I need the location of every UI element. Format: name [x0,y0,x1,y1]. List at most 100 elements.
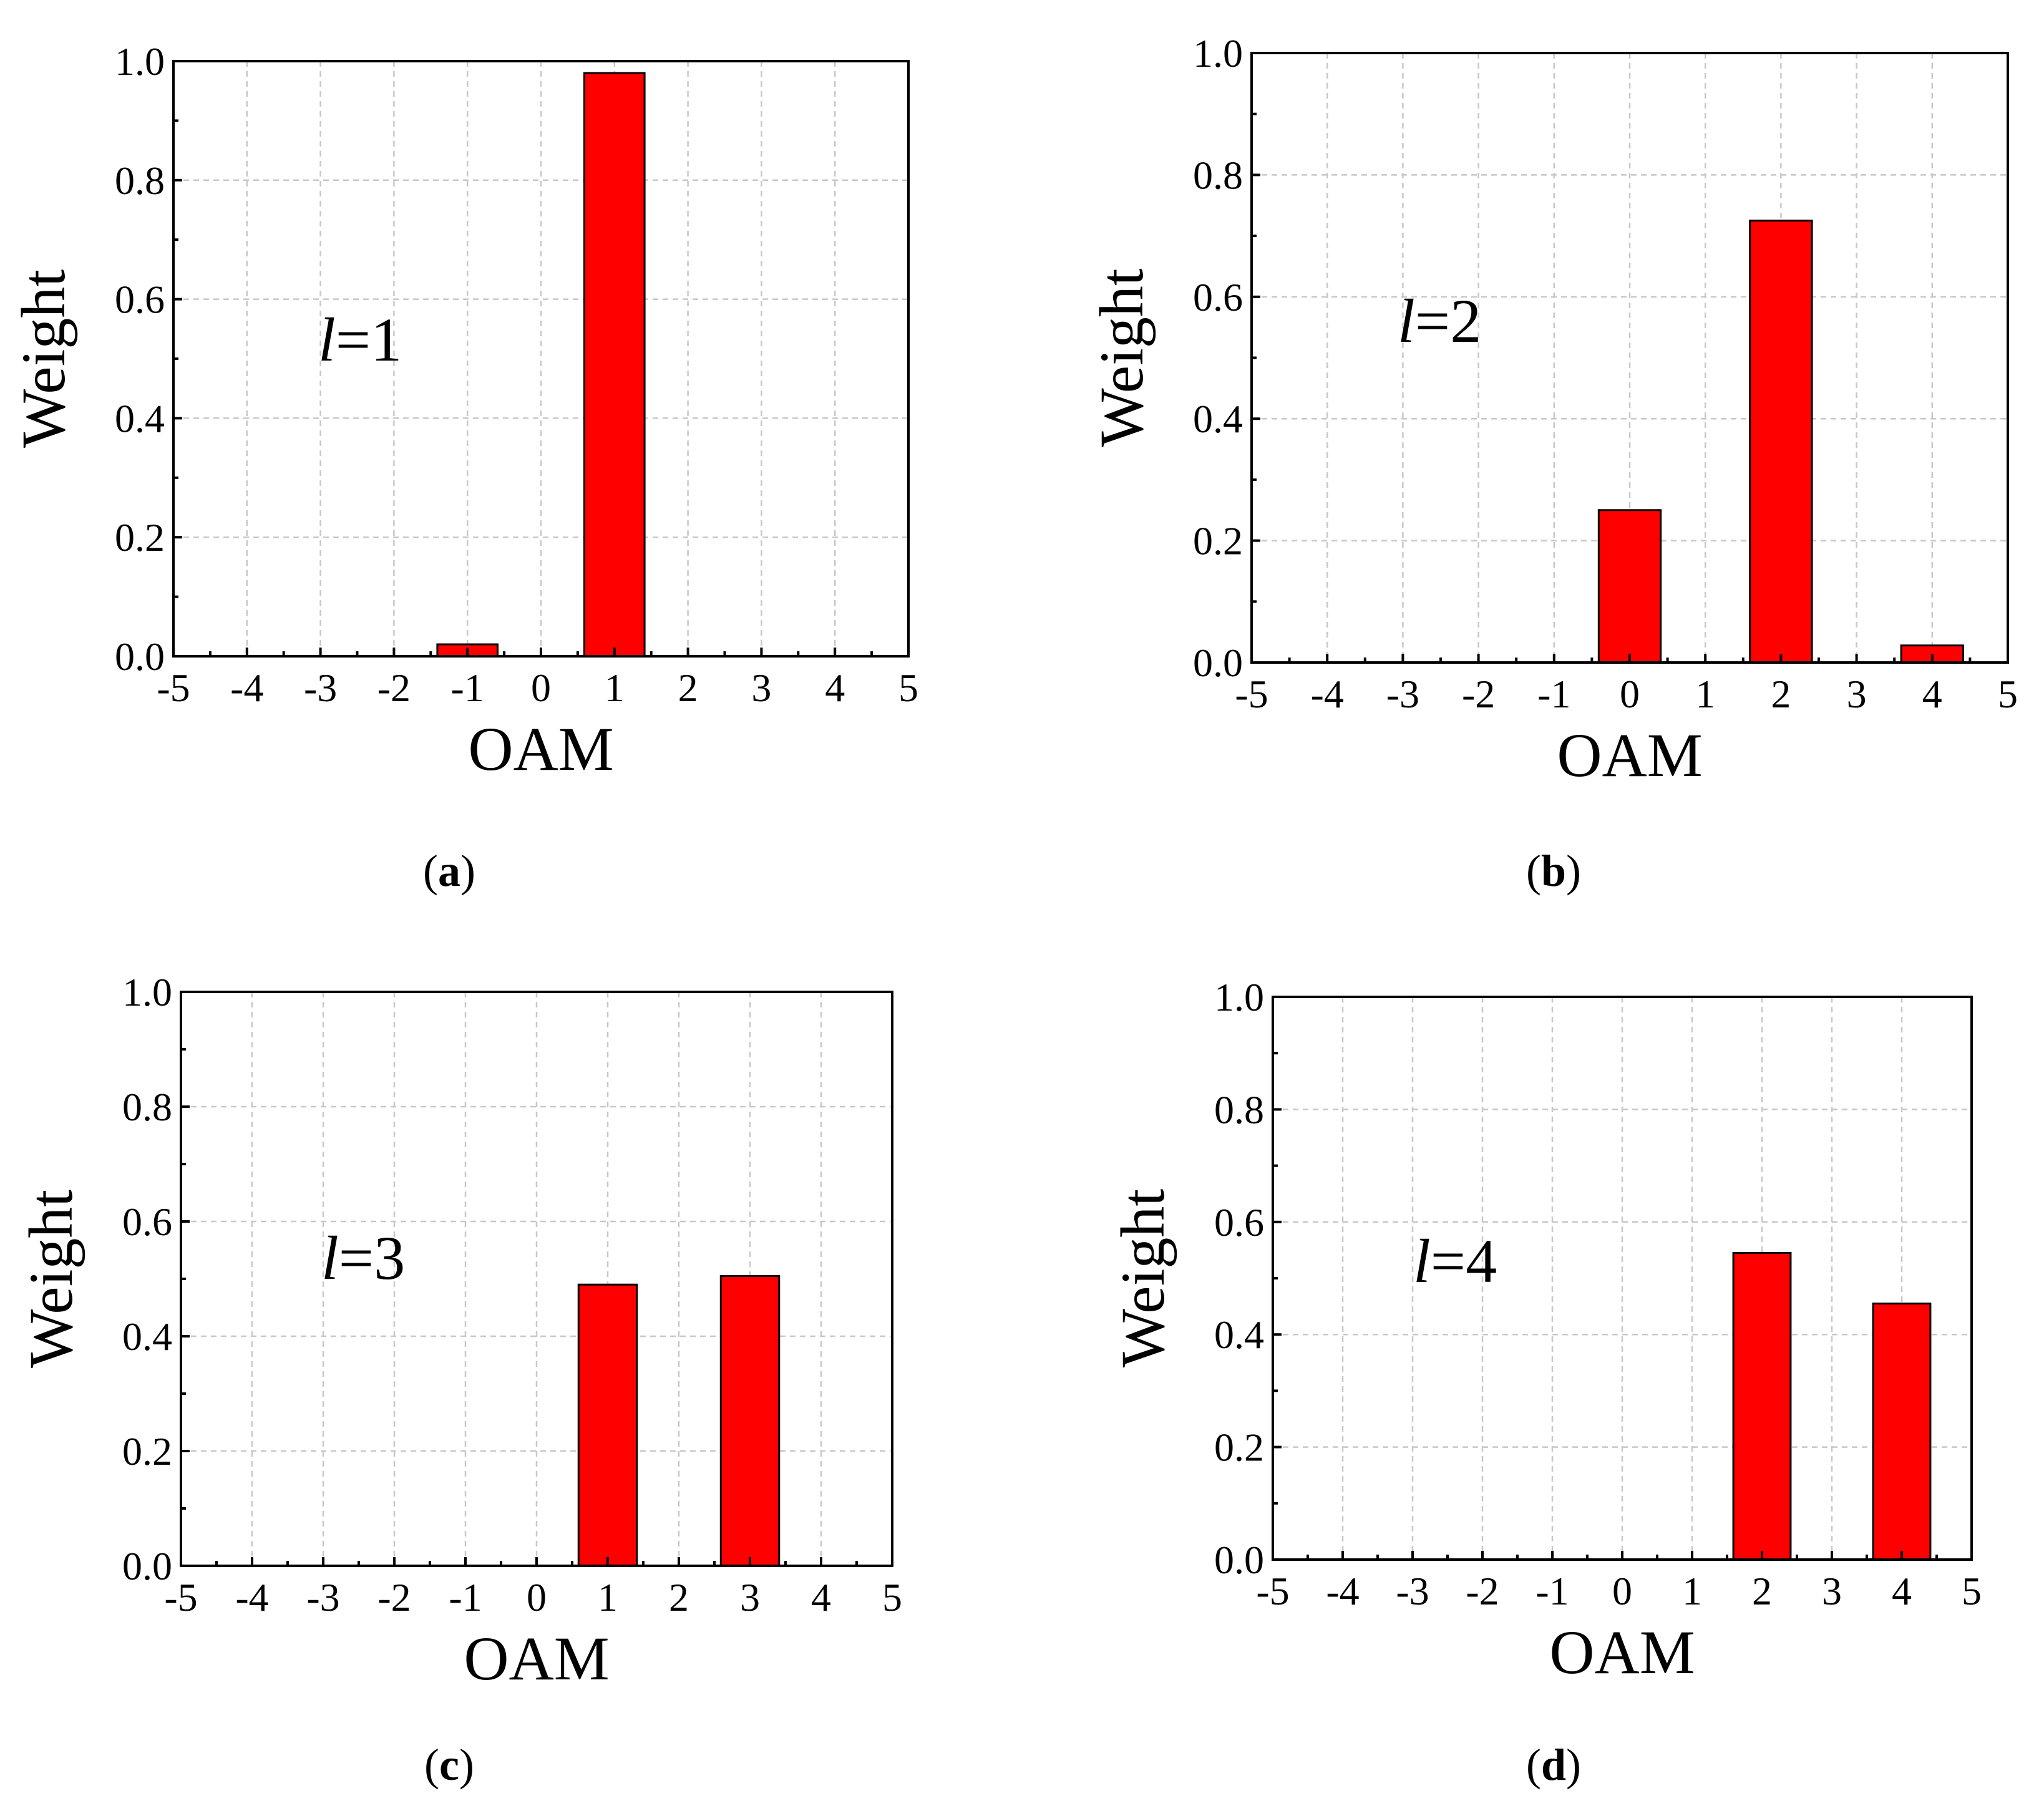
y-tick-label: 0.2 [122,1429,172,1473]
mode-value: =1 [336,305,402,374]
x-tick-label: -3 [1396,1569,1429,1613]
x-tick-label: 3 [1847,672,1867,716]
y-axis-label: Weight [16,1190,85,1369]
panel-caption: (c) [424,1740,474,1790]
bar-oam-3 [719,1274,781,1567]
bar-oam-0 [1597,509,1662,664]
x-tick-label: 2 [669,1575,689,1619]
y-axis-label: Weight [1087,268,1156,447]
y-tick-label: 0.4 [1193,397,1243,441]
caption-close-paren: ) [1566,846,1581,896]
x-tick-label: -1 [1535,1569,1569,1613]
grid [173,61,908,656]
mode-value: =2 [1415,286,1481,356]
y-tick-label: 0.6 [115,278,165,322]
x-tick-label: 2 [1752,1569,1772,1613]
mode-variable: l [318,305,336,374]
x-tick-label: 0 [1612,1569,1632,1613]
x-tick-label: 3 [740,1575,760,1619]
y-tick-label: 0.0 [1193,641,1243,685]
caption-close-paren: ) [1566,1740,1581,1790]
y-tick-label: 0.6 [1193,275,1243,319]
x-axis-label: OAM [468,714,613,784]
plot-frame [180,991,893,1567]
y-tick-label: 1.0 [122,970,172,1014]
caption-close-paren: ) [459,1740,474,1790]
x-axis-label: OAM [1549,1618,1695,1687]
x-tick-label: -4 [1311,672,1344,716]
y-tick-label: 0.2 [1193,519,1243,563]
x-tick-label: -4 [1326,1569,1359,1613]
x-tick-label: 4 [1922,672,1942,716]
x-tick-label: 5 [882,1575,902,1619]
x-tick-label: 1 [1682,1569,1702,1613]
panel-caption: (a) [423,846,475,896]
mode-value: =4 [1431,1226,1497,1296]
x-tick-label: -4 [230,666,263,710]
y-tick-label: 1.0 [1193,31,1243,75]
y-tick-label: 1.0 [115,39,165,84]
caption-letter: a [438,846,460,896]
caption-close-paren: ) [460,846,475,896]
caption-open-paren: ( [424,1740,439,1790]
x-tick-label: -1 [1537,672,1570,716]
mode-variable: l [1413,1226,1431,1296]
mode-variable: l [1398,286,1415,356]
x-tick-label: 1 [598,1575,618,1619]
bar-oam-4 [1872,1303,1932,1561]
x-tick-label: 3 [1822,1569,1842,1613]
panel-caption: (b) [1526,846,1581,896]
y-tick-label: 0.2 [1214,1425,1264,1470]
x-tick-label: 4 [811,1575,831,1619]
x-tick-label: 5 [898,666,918,710]
x-tick-label: 5 [1962,1569,1982,1613]
x-tick-label: -3 [1386,672,1419,716]
y-tick-label: 0.4 [122,1314,172,1359]
y-tick-label: 0.8 [122,1085,172,1129]
y-tick-label: 0.0 [115,634,165,679]
grid [1273,997,1972,1560]
y-tick-label: 0.6 [1214,1200,1264,1245]
x-tick-label: -2 [377,666,411,710]
bar-oam-2 [1749,220,1813,664]
caption-open-paren: ( [1526,846,1541,896]
x-tick-label: -3 [304,666,337,710]
x-tick-label: -4 [235,1575,268,1619]
x-axis-label: OAM [464,1624,609,1693]
plot-frame [172,60,910,658]
mode-annotation: l=2 [1398,286,1481,356]
panel-b: -5 -4 -3 -2 -1 0 1 2 3 4 5 0.0 0.2 0.4 0.6 0.8 1.0 OAM Wei… [1087,31,2018,896]
caption-letter: b [1541,846,1566,896]
x-tick-label: 2 [678,666,698,710]
x-tick-label: 0 [1620,672,1640,716]
y-tick-label: 0.8 [1214,1087,1264,1132]
x-axis-label: OAM [1557,721,1702,790]
bar-oam-1 [583,72,646,658]
x-tick-label: 1 [1695,672,1715,716]
grid [181,992,892,1566]
x-tick-label: -2 [1466,1569,1499,1613]
y-tick-label: 0.0 [122,1544,172,1588]
panel-c: -5 -4 -3 -2 -1 0 1 2 3 4 5 0.0 0.2 0.4 0.6 0.8 1.0 OAM Wei… [16,970,902,1790]
x-tick-label: -1 [449,1575,482,1619]
y-tick-label: 0.6 [122,1200,172,1244]
panel-d: -5 -4 -3 -2 -1 0 1 2 3 4 5 0.0 0.2 0.4 0.6 0.8 1.0 OAM Wei… [1108,975,1982,1790]
caption-letter: d [1541,1740,1566,1790]
y-tick-label: 0.4 [115,396,165,440]
x-tick-label: 4 [1892,1569,1912,1613]
x-tick-label: -3 [306,1575,339,1619]
x-tick-label: 2 [1771,672,1791,716]
x-tick-label: 0 [527,1575,547,1619]
panel-caption: (d) [1526,1740,1581,1790]
x-tick-label: -2 [377,1575,411,1619]
x-tick-label: -5 [157,666,190,710]
y-axis-label: Weight [9,269,78,449]
y-tick-label: 1.0 [1214,975,1264,1019]
x-tick-label: 0 [531,666,551,710]
y-tick-label: 0.0 [1214,1538,1264,1582]
bar-oam-1 [577,1283,638,1567]
x-tick-label: 5 [1998,672,2018,716]
y-axis-label: Weight [1108,1189,1177,1368]
x-tick-label: 1 [605,666,625,710]
